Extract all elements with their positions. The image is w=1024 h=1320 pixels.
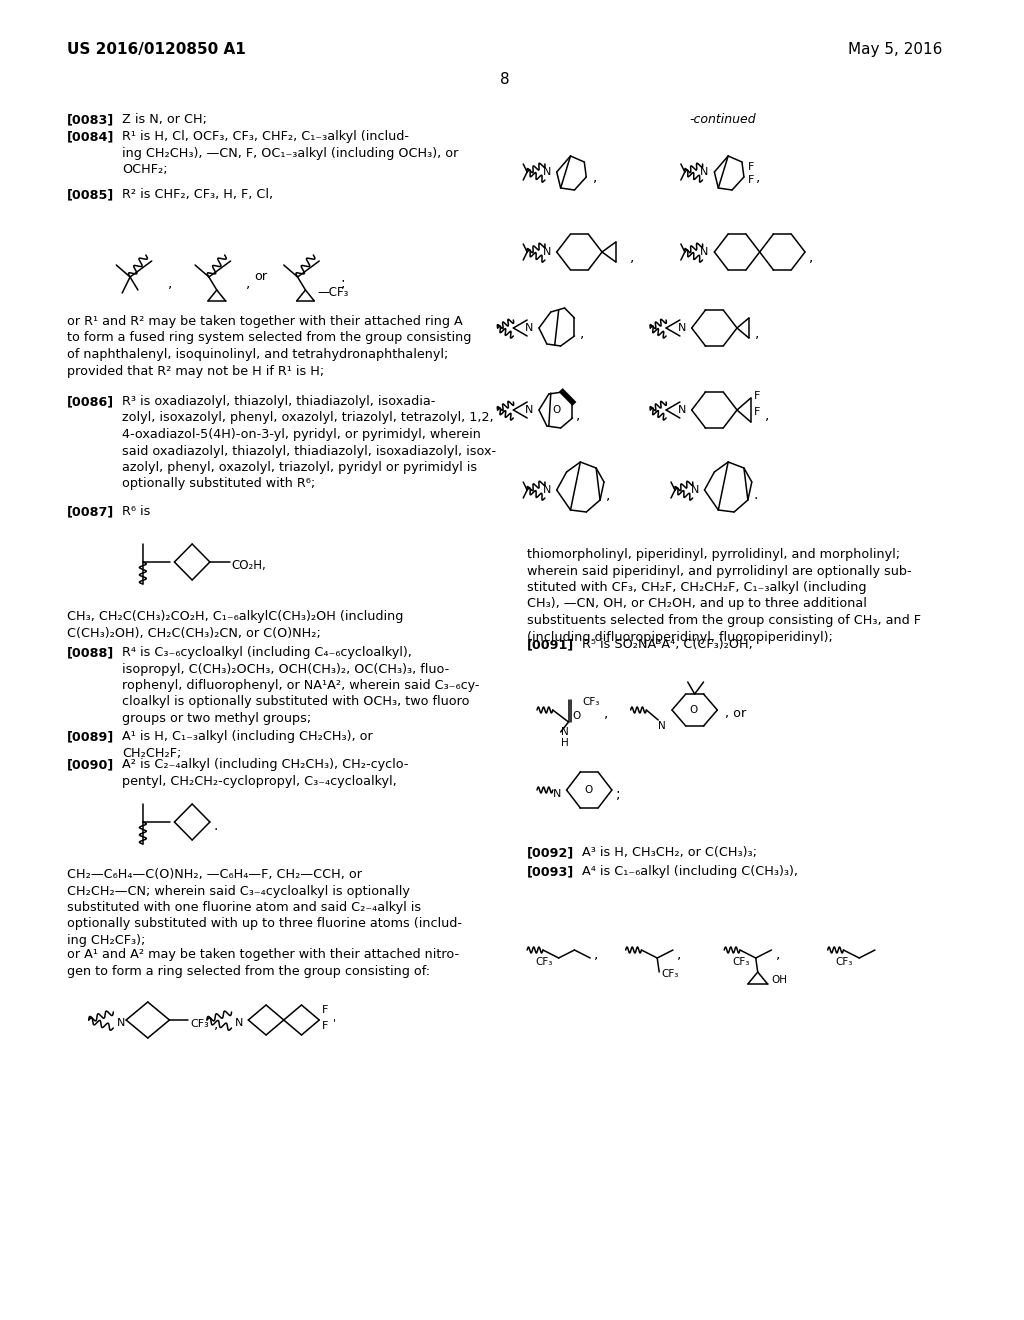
- Text: N: N: [236, 1018, 244, 1028]
- Text: O: O: [584, 785, 592, 795]
- Text: A¹ is H, C₁₋₃alkyl (including CH₂CH₃), or
CH₂CH₂F;: A¹ is H, C₁₋₃alkyl (including CH₂CH₃), o…: [122, 730, 373, 759]
- Text: ,: ,: [247, 276, 251, 290]
- Text: ,: ,: [677, 946, 681, 961]
- Text: N: N: [525, 323, 534, 333]
- Text: N: N: [117, 1018, 125, 1028]
- Text: N: N: [543, 247, 551, 257]
- Text: ,: ,: [168, 276, 172, 290]
- Text: [0091]: [0091]: [527, 638, 574, 651]
- Text: ,: ,: [577, 408, 581, 422]
- Text: F: F: [323, 1020, 329, 1031]
- Text: N: N: [678, 323, 686, 333]
- Text: CH₂—C₆H₄—C(O)NH₂, —C₆H₄—F, CH₂—CCH, or
CH₂CH₂—CN; wherein said C₃₋₄cycloalkyl is: CH₂—C₆H₄—C(O)NH₂, —C₆H₄—F, CH₂—CCH, or C…: [67, 869, 462, 946]
- Text: R⁵ is SO₂NA³A⁴, C(CF₃)₂OH,: R⁵ is SO₂NA³A⁴, C(CF₃)₂OH,: [583, 638, 753, 651]
- Text: N: N: [700, 247, 709, 257]
- Text: R⁴ is C₃₋₆cycloalkyl (including C₄₋₆cycloalkyl),
isopropyl, C(CH₃)₂OCH₃, OCH(CH₃: R⁴ is C₃₋₆cycloalkyl (including C₄₋₆cycl…: [122, 645, 479, 725]
- Text: ,: ,: [581, 326, 585, 341]
- Text: May 5, 2016: May 5, 2016: [848, 42, 942, 57]
- Text: N: N: [561, 727, 568, 737]
- Text: ,: ,: [755, 326, 759, 341]
- Text: ;: ;: [341, 276, 345, 290]
- Text: A³ is H, CH₃CH₂, or C(CH₃)₃;: A³ is H, CH₃CH₂, or C(CH₃)₃;: [583, 846, 758, 859]
- Text: CF₃: CF₃: [662, 969, 679, 979]
- Text: N: N: [658, 721, 666, 731]
- Text: ': ': [333, 1018, 336, 1028]
- Text: thiomorpholinyl, piperidinyl, pyrrolidinyl, and morpholinyl;
wherein said piperi: thiomorpholinyl, piperidinyl, pyrrolidin…: [527, 548, 922, 644]
- Text: F: F: [323, 1005, 329, 1015]
- Text: ,: ,: [593, 170, 598, 183]
- Text: CF₃: CF₃: [732, 957, 750, 968]
- Text: [0093]: [0093]: [527, 865, 574, 878]
- Text: or R¹ and R² may be taken together with their attached ring A
to form a fused ri: or R¹ and R² may be taken together with …: [67, 315, 471, 378]
- Text: R³ is oxadiazolyl, thiazolyl, thiadiazolyl, isoxadia-
zolyl, isoxazolyl, phenyl,: R³ is oxadiazolyl, thiazolyl, thiadiazol…: [122, 395, 497, 491]
- Text: [0084]: [0084]: [67, 129, 115, 143]
- Text: N: N: [690, 484, 698, 495]
- Text: CO₂H,: CO₂H,: [231, 560, 266, 573]
- Text: ,: ,: [765, 408, 769, 422]
- Text: [0085]: [0085]: [67, 187, 115, 201]
- Text: R¹ is H, Cl, OCF₃, CF₃, CHF₂, C₁₋₃alkyl (includ-
ing CH₂CH₃), —CN, F, OC₁₋₃alkyl: R¹ is H, Cl, OCF₃, CF₃, CHF₂, C₁₋₃alkyl …: [122, 129, 459, 176]
- Text: O: O: [572, 711, 581, 721]
- Text: Z is N, or CH;: Z is N, or CH;: [122, 114, 207, 125]
- Text: or: or: [254, 271, 267, 284]
- Text: -continued: -continued: [690, 114, 757, 125]
- Text: US 2016/0120850 A1: US 2016/0120850 A1: [67, 42, 246, 57]
- Text: CF₃: CF₃: [190, 1019, 209, 1030]
- Text: OH: OH: [771, 975, 787, 985]
- Text: R⁶ is: R⁶ is: [122, 506, 151, 517]
- Text: ,: ,: [775, 946, 780, 961]
- Text: F: F: [748, 176, 755, 185]
- Text: ,: ,: [756, 170, 760, 183]
- Text: ,: ,: [594, 946, 598, 961]
- Text: CF₃: CF₃: [836, 957, 853, 968]
- Text: [0089]: [0089]: [67, 730, 115, 743]
- Text: [0090]: [0090]: [67, 758, 115, 771]
- Text: ,: ,: [809, 249, 813, 264]
- Text: N: N: [553, 789, 561, 799]
- Text: or A¹ and A² may be taken together with their attached nitro-
gen to form a ring: or A¹ and A² may be taken together with …: [67, 948, 459, 978]
- Text: [0086]: [0086]: [67, 395, 114, 408]
- Text: A⁴ is C₁₋₆alkyl (including C(CH₃)₃),: A⁴ is C₁₋₆alkyl (including C(CH₃)₃),: [583, 865, 799, 878]
- Text: ,: ,: [606, 488, 610, 502]
- Text: [0087]: [0087]: [67, 506, 115, 517]
- Text: O: O: [553, 405, 561, 414]
- Text: R² is CHF₂, CF₃, H, F, Cl,: R² is CHF₂, CF₃, H, F, Cl,: [122, 187, 273, 201]
- Text: H: H: [561, 738, 568, 748]
- Text: .: .: [214, 818, 218, 833]
- Text: —CF₃: —CF₃: [317, 286, 348, 300]
- Text: ;: ;: [615, 787, 621, 801]
- Text: CF₃: CF₃: [583, 697, 600, 708]
- Text: , or: , or: [725, 706, 746, 719]
- Text: CF₃: CF₃: [535, 957, 552, 968]
- Text: F: F: [748, 162, 755, 172]
- Text: CH₃, CH₂C(CH₃)₂CO₂H, C₁₋₆alkylC(CH₃)₂OH (including
C(CH₃)₂OH), CH₂C(CH₃)₂CN, or : CH₃, CH₂C(CH₃)₂CO₂H, C₁₋₆alkylC(CH₃)₂OH …: [67, 610, 403, 639]
- Text: 8: 8: [500, 73, 509, 87]
- Text: N: N: [543, 484, 551, 495]
- Text: A² is C₂₋₄alkyl (including CH₂CH₃), CH₂-cyclo-
pentyl, CH₂CH₂-cyclopropyl, C₃₋₄c: A² is C₂₋₄alkyl (including CH₂CH₃), CH₂-…: [122, 758, 409, 788]
- Text: N: N: [543, 168, 551, 177]
- Text: [0092]: [0092]: [527, 846, 574, 859]
- Text: ,: ,: [604, 706, 608, 719]
- Text: ,: ,: [214, 1016, 218, 1031]
- Text: F: F: [754, 407, 760, 417]
- Text: ,: ,: [630, 249, 634, 264]
- Text: F: F: [754, 391, 760, 401]
- Text: N: N: [678, 405, 686, 414]
- Text: O: O: [689, 705, 697, 715]
- Text: N: N: [700, 168, 709, 177]
- Text: .: .: [754, 488, 758, 502]
- Text: [0088]: [0088]: [67, 645, 115, 659]
- Text: [0083]: [0083]: [67, 114, 115, 125]
- Text: N: N: [525, 405, 534, 414]
